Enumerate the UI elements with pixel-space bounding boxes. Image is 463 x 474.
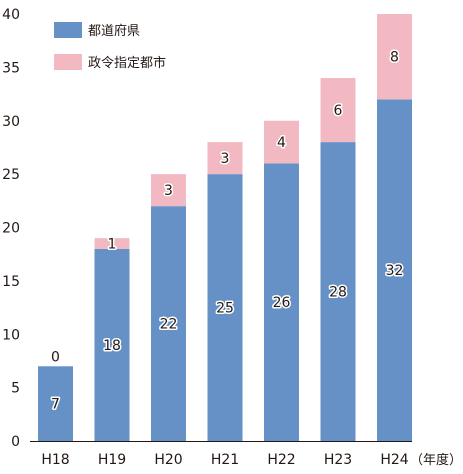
data-labels: 7 0 18 1 22 3 25 3 26 4 28 6 32 8 <box>50 48 405 414</box>
legend-swatch <box>54 54 82 70</box>
data-label-H22-series-1: 4 <box>277 135 286 151</box>
y-tick-label: 20 <box>2 221 20 237</box>
data-label-H24-series-0: 32 <box>386 263 404 279</box>
data-label-H21-series-1: 3 <box>221 151 230 167</box>
x-tick-label: H20 <box>154 452 182 468</box>
y-tick-label: 0 <box>11 434 20 450</box>
x-tick-label: H22 <box>267 452 295 468</box>
data-label-H23-series-0: 28 <box>329 285 347 301</box>
data-label-H24-series-1: 8 <box>390 50 399 66</box>
bar-segment-H20-series-0 <box>151 206 186 441</box>
data-label-H19-series-1: 1 <box>108 237 117 253</box>
bar-segment-H24-series-0 <box>377 99 412 442</box>
x-tick-label: H19 <box>98 452 126 468</box>
data-label-H19-series-0: 18 <box>103 338 121 354</box>
bar-segment-H21-series-0 <box>207 174 243 441</box>
y-tick-label: 10 <box>2 327 20 343</box>
x-tick-label: H21 <box>211 452 239 468</box>
x-tick-label: H18 <box>41 452 69 468</box>
y-tick-label: 35 <box>2 60 20 76</box>
legend-label: 都道府県 <box>88 24 140 39</box>
data-label-H20-series-1: 3 <box>164 183 173 199</box>
legend-label: 政令指定都市 <box>88 55 166 71</box>
x-tick-label: H24 <box>380 452 408 468</box>
data-label-H20-series-0: 22 <box>160 317 178 333</box>
y-tick-label: 25 <box>2 167 20 183</box>
data-label-H21-series-0: 25 <box>216 301 234 317</box>
x-tick-label: H23 <box>324 452 352 468</box>
bar-segment-H19-series-0 <box>94 248 130 441</box>
x-axis-unit-label: （年度） <box>410 452 462 468</box>
y-tick-label: 30 <box>2 114 20 130</box>
bar-segment-H22-series-1 <box>264 120 299 164</box>
data-label-H18-series-1: 0 <box>51 349 60 365</box>
bar-segment-H19-series-1 <box>94 238 130 249</box>
y-tick-label: 40 <box>2 7 20 23</box>
data-label-H22-series-0: 26 <box>273 295 291 311</box>
bar-segment-H22-series-0 <box>264 163 299 441</box>
bar-segment-H23-series-1 <box>320 78 356 143</box>
bar-segment-H18-series-0 <box>38 366 73 441</box>
y-tick-label: 15 <box>2 274 20 290</box>
data-label-H18-series-0: 7 <box>51 397 60 413</box>
bar-segment-H20-series-1 <box>151 174 186 207</box>
bar-segment-H24-series-1 <box>377 14 412 100</box>
x-axis-ticks: H18 H19 H20 H21 H22 H23 H24 <box>41 452 408 468</box>
bar-segment-H21-series-1 <box>207 142 243 175</box>
bars <box>38 14 412 442</box>
bar-segment-H23-series-0 <box>320 142 356 441</box>
legend-swatch <box>54 22 82 38</box>
y-axis-ticks: 0 5 10 15 20 25 30 35 40 <box>2 7 20 450</box>
data-label-H23-series-1: 6 <box>334 103 343 119</box>
y-tick-label: 5 <box>11 381 20 397</box>
